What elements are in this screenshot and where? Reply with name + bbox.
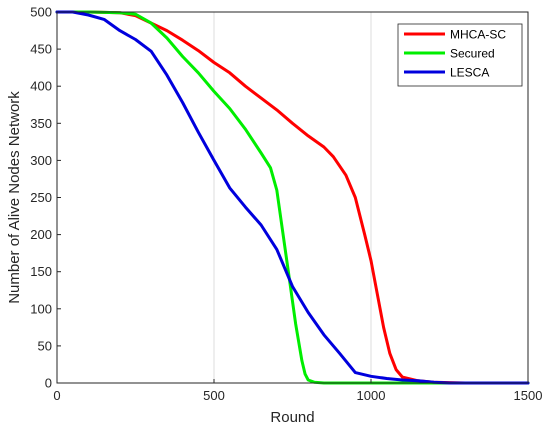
series-lines: [55, 10, 530, 385]
legend-label-secured: Secured: [450, 47, 495, 61]
grid-lines: [213, 12, 372, 383]
y-tick-label: 350: [30, 116, 52, 131]
x-tick-label: 0: [53, 388, 60, 403]
y-tick-label: 0: [45, 376, 52, 391]
y-axis-title: Number of Alive Nodes Network: [6, 91, 23, 304]
series-line-secured: [55, 10, 530, 385]
series-line-lesca: [55, 10, 530, 385]
y-tick-label: 500: [30, 5, 52, 20]
y-tick-label: 200: [30, 227, 52, 242]
x-tick-label: 500: [203, 388, 225, 403]
y-tick-label: 150: [30, 264, 52, 279]
x-tick-label: 1500: [514, 388, 543, 403]
legend-label-mhca-sc: MHCA-SC: [450, 28, 506, 42]
legend-label-lesca: LESCA: [450, 66, 489, 80]
x-axis-title: Round: [270, 409, 314, 426]
y-tick-label: 100: [30, 301, 52, 316]
x-tick-label: 1000: [357, 388, 386, 403]
y-tick-label: 400: [30, 79, 52, 94]
series-line-mhca-sc: [55, 10, 530, 385]
y-tick-label: 300: [30, 153, 52, 168]
axis-ticks: 0 500 1000 1500 0 50 100 150 200 250 300 350 400 450 5…: [30, 5, 542, 404]
y-tick-label: 250: [30, 190, 52, 205]
y-tick-label: 450: [30, 42, 52, 57]
legend: MHCA-SC Secured LESCA: [397, 23, 523, 87]
y-tick-label: 50: [38, 338, 52, 353]
